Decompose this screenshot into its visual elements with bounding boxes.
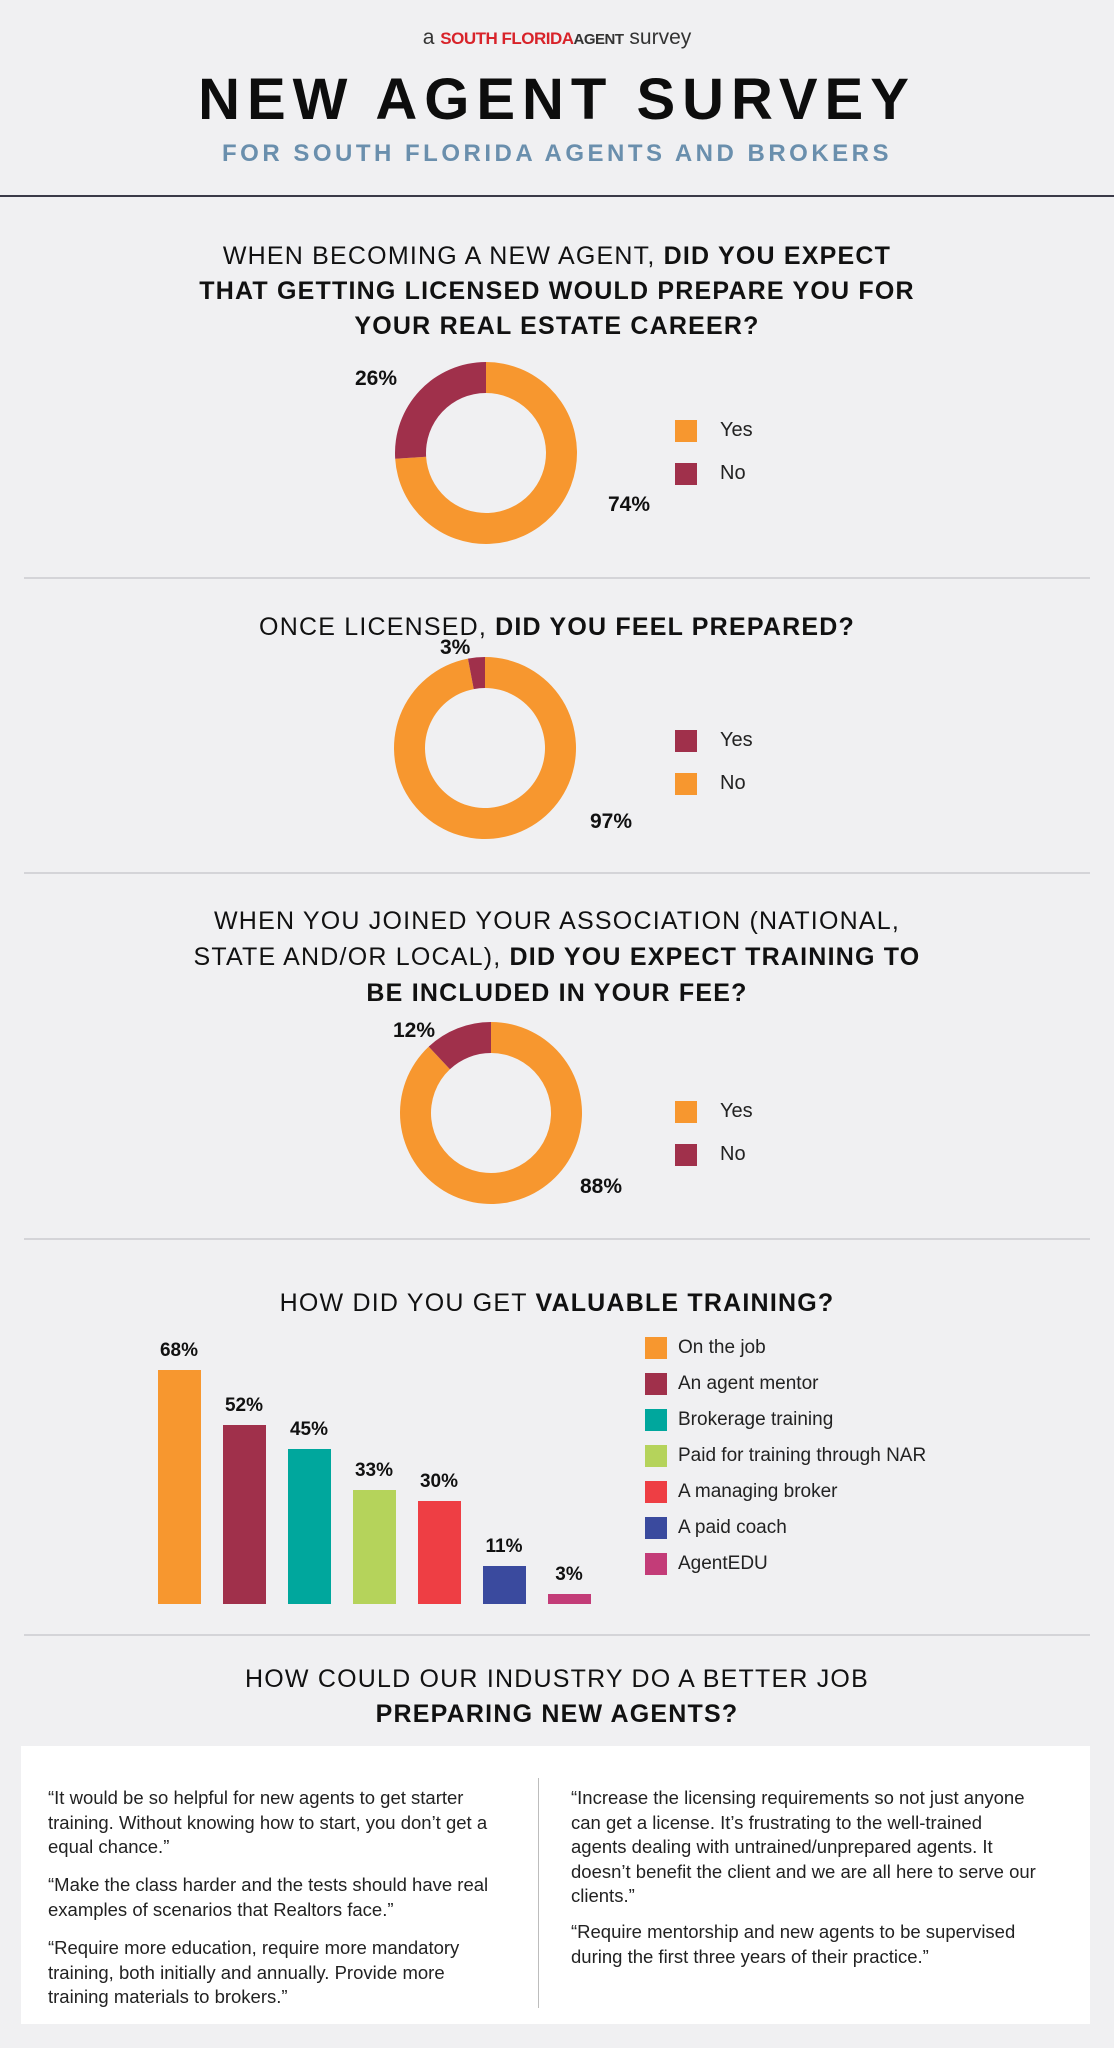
donut-slice-no	[394, 657, 576, 839]
bar-value-label: 3%	[555, 1563, 583, 1585]
section-divider	[24, 577, 1090, 579]
quote-5: “Require mentorship and new agents to be…	[571, 1921, 1016, 1967]
quotes-box	[21, 1746, 1090, 2024]
slice-label: 3%	[440, 636, 471, 659]
brand-suffix: survey	[629, 26, 692, 49]
page-subtitle: FOR SOUTH FLORIDA AGENTS AND BROKERS	[222, 140, 892, 167]
question-text: HOW DID YOU GET	[279, 1289, 536, 1317]
question-title: YOUR REAL ESTATE CAREER?	[0, 305, 1114, 347]
question-text-bold: DID YOU EXPECT TRAINING TO	[509, 943, 921, 971]
bar-value-label: 33%	[354, 1460, 394, 1482]
legend-label: Yes	[720, 1100, 753, 1122]
question-text-bold: VALUABLE TRAINING?	[535, 1289, 835, 1317]
question-text: STATE AND/OR LOCAL),	[193, 943, 510, 971]
question-title: WHEN YOU JOINED YOUR ASSOCIATION (NATION…	[0, 900, 1114, 942]
section-divider	[24, 1238, 1090, 1240]
question-title: THAT GETTING LICENSED WOULD PREPARE YOU …	[0, 270, 1114, 312]
bar-value-label: 45%	[289, 1419, 329, 1441]
bar	[353, 1490, 396, 1604]
question-text-bold: YOUR REAL ESTATE CAREER?	[354, 312, 760, 340]
legend-swatch	[645, 1373, 667, 1395]
question-text-bold: DID YOU FEEL PREPARED?	[495, 613, 855, 641]
quote-3: “Require more education, require more ma…	[48, 1937, 460, 2007]
legend-label: Brokerage training	[678, 1409, 834, 1430]
question-title: BE INCLUDED IN YOUR FEE?	[0, 972, 1114, 1014]
legend-swatch	[675, 773, 697, 795]
question-text: WHEN YOU JOINED YOUR ASSOCIATION (NATION…	[214, 907, 900, 935]
question-text: WHEN BECOMING A NEW AGENT,	[222, 242, 664, 270]
question-text: ONCE LICENSED,	[259, 613, 496, 641]
legend-label: No	[720, 462, 746, 484]
legend-label: A paid coach	[678, 1517, 787, 1538]
legend-label: AgentEDU	[678, 1553, 768, 1574]
legend-swatch	[675, 463, 697, 485]
brand-logo: SOUTH FLORIDAAGENT	[440, 29, 624, 48]
legend-label: No	[720, 1143, 746, 1165]
legend-label: An agent mentor	[678, 1373, 819, 1394]
section-divider	[24, 1634, 1090, 1636]
slice-label: 74%	[608, 493, 651, 516]
question-title: ONCE LICENSED, DID YOU FEEL PREPARED?	[0, 606, 1114, 648]
donut-slice-yes	[395, 362, 577, 544]
brand-line: a SOUTH FLORIDAAGENT survey	[0, 26, 1114, 50]
legend-swatch	[645, 1517, 667, 1539]
donut-slice-yes	[400, 1022, 582, 1204]
slice-label: 12%	[393, 1019, 436, 1042]
question-title: WHEN BECOMING A NEW AGENT, DID YOU EXPEC…	[0, 235, 1114, 277]
quotes-title-line2: PREPARING NEW AGENTS?	[375, 1700, 739, 1728]
bar-value-label: 30%	[419, 1470, 459, 1492]
legend-label: No	[720, 772, 746, 794]
bar	[548, 1593, 591, 1604]
legend-label: A managing broker	[678, 1481, 838, 1502]
donut-slice-yes	[467, 657, 485, 690]
question-text-bold: THAT GETTING LICENSED WOULD PREPARE YOU …	[199, 277, 915, 305]
page-title: NEW AGENT SURVEY	[198, 67, 916, 132]
slice-label: 26%	[355, 367, 398, 390]
quote-1: “It would be so helpful for new agents t…	[48, 1787, 488, 1857]
bar-value-label: 68%	[159, 1340, 199, 1362]
legend-swatch	[675, 1144, 697, 1166]
slice-label: 97%	[590, 810, 633, 833]
legend-label: Yes	[720, 729, 753, 751]
question-title: STATE AND/OR LOCAL), DID YOU EXPECT TRAI…	[0, 936, 1114, 978]
question-title: HOW DID YOU GET VALUABLE TRAINING?	[0, 1282, 1114, 1324]
bar	[158, 1370, 201, 1604]
quote-4: “Increase the licensing requirements so …	[571, 1787, 1036, 1906]
quotes-title-line1: HOW COULD OUR INDUSTRY DO A BETTER JOB	[245, 1665, 869, 1693]
legend-swatch	[675, 730, 697, 752]
question-text-bold: BE INCLUDED IN YOUR FEE?	[366, 979, 748, 1007]
legend-label: On the job	[678, 1337, 766, 1358]
bar-value-label: 52%	[224, 1395, 264, 1417]
donut-chart	[394, 657, 576, 839]
section-divider	[24, 872, 1090, 874]
legend-swatch	[675, 420, 697, 442]
quotes-column-divider	[538, 1778, 539, 2008]
donut-chart	[400, 1022, 582, 1204]
slice-label: 88%	[580, 1175, 623, 1198]
legend-swatch	[645, 1445, 667, 1467]
bar	[223, 1425, 266, 1604]
legend-swatch	[645, 1553, 667, 1575]
question-text-bold: DID YOU EXPECT	[663, 242, 892, 270]
quote-2: “Make the class harder and the tests sho…	[48, 1874, 489, 1920]
legend-swatch	[645, 1337, 667, 1359]
legend-label: Yes	[720, 419, 753, 441]
bar	[288, 1449, 331, 1604]
brand-prefix: a	[422, 26, 435, 49]
donut-chart	[395, 362, 577, 544]
donut-slice-no	[428, 1022, 491, 1070]
bar-value-label: 11%	[485, 1536, 523, 1558]
donut-slice-no	[395, 362, 486, 459]
header-divider	[0, 195, 1114, 197]
bar	[418, 1500, 461, 1604]
legend-label: Paid for training through NAR	[678, 1445, 927, 1466]
bar	[483, 1566, 526, 1604]
legend-swatch	[675, 1101, 697, 1123]
legend-swatch	[645, 1481, 667, 1503]
legend-swatch	[645, 1409, 667, 1431]
